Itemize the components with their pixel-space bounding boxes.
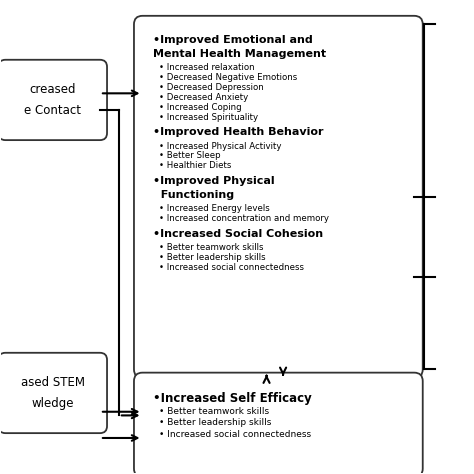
Text: • Decreased Depression: • Decreased Depression — [158, 83, 263, 92]
Text: • Increased social connectedness: • Increased social connectedness — [158, 263, 303, 272]
Text: • Better leadership skills: • Better leadership skills — [158, 419, 271, 428]
Text: • Better Sleep: • Better Sleep — [158, 152, 220, 161]
FancyBboxPatch shape — [134, 16, 423, 378]
Text: • Increased relaxation: • Increased relaxation — [158, 63, 254, 72]
Text: e Contact: e Contact — [24, 104, 81, 117]
FancyBboxPatch shape — [134, 373, 423, 474]
Text: wledge: wledge — [31, 397, 74, 410]
Text: creased: creased — [29, 83, 76, 96]
Text: • Increased Coping: • Increased Coping — [158, 103, 241, 112]
Text: •Improved Health Behavior: •Improved Health Behavior — [153, 128, 323, 137]
FancyBboxPatch shape — [0, 60, 107, 140]
Text: • Better leadership skills: • Better leadership skills — [158, 253, 265, 262]
Text: • Better teamwork skills: • Better teamwork skills — [158, 243, 263, 252]
Text: • Decreased Negative Emotions: • Decreased Negative Emotions — [158, 73, 297, 82]
Text: •Improved Emotional and: •Improved Emotional and — [153, 35, 313, 45]
Text: • Decreased Anxiety: • Decreased Anxiety — [158, 93, 248, 102]
Text: • Increased Energy levels: • Increased Energy levels — [158, 204, 269, 213]
Text: •Increased Self Efficacy: •Increased Self Efficacy — [153, 392, 311, 404]
Text: • Healthier Diets: • Healthier Diets — [158, 161, 231, 170]
Text: • Increased Physical Activity: • Increased Physical Activity — [158, 142, 281, 151]
Text: Functioning: Functioning — [153, 190, 234, 200]
Text: •Increased Social Cohesion: •Increased Social Cohesion — [153, 229, 323, 239]
Text: ased STEM: ased STEM — [21, 376, 85, 389]
Text: •Improved Physical: •Improved Physical — [153, 176, 274, 186]
Text: Mental Health Management: Mental Health Management — [153, 49, 326, 59]
Text: • Better teamwork skills: • Better teamwork skills — [158, 407, 269, 416]
Text: • Increased Spirituality: • Increased Spirituality — [158, 113, 258, 122]
Text: • Increased concentration and memory: • Increased concentration and memory — [158, 214, 328, 223]
Text: • Increased social connectedness: • Increased social connectedness — [158, 430, 310, 439]
FancyBboxPatch shape — [0, 353, 107, 433]
